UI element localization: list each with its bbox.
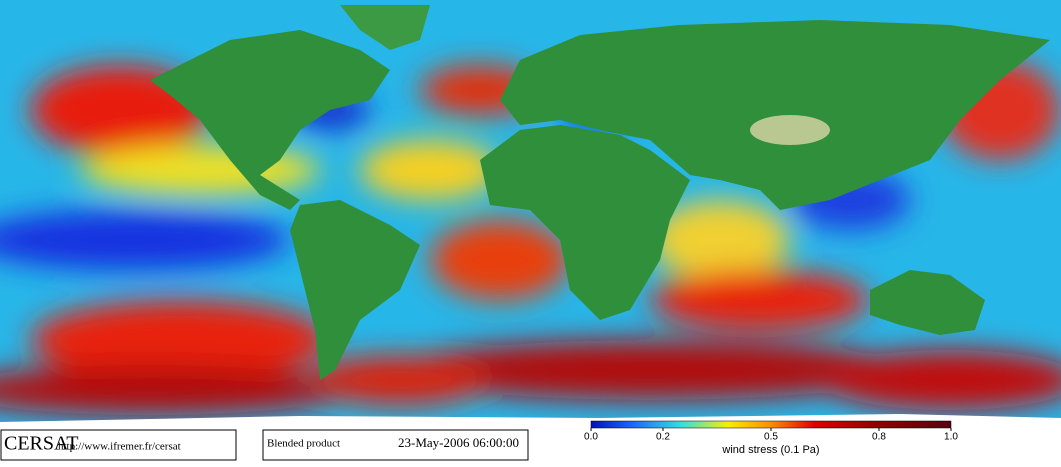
greenland: [340, 5, 430, 50]
colorbar-tick-label: 1.0: [944, 432, 958, 443]
colorbar-tick-label: 0.0: [584, 432, 598, 443]
tibet: [750, 115, 830, 145]
colorbar-tick-label: 0.2: [656, 432, 670, 443]
north-america: [150, 30, 390, 210]
product: Blended product: [267, 438, 340, 450]
colorbar-label: wind stress (0.1 Pa): [721, 444, 819, 456]
eurasia: [500, 20, 1050, 210]
product-box: [262, 429, 529, 461]
australia: [870, 270, 985, 335]
colorbar: [590, 420, 952, 429]
colorbar-tick-label: 0.5: [764, 432, 778, 443]
ocean: [0, 0, 1061, 428]
colorbar-tick-label: 0.8: [872, 432, 886, 443]
africa: [480, 125, 690, 320]
footer-box: [0, 429, 237, 461]
url: http://www.ifremer.fr/cersat: [58, 441, 181, 453]
south-america: [290, 200, 420, 380]
logo: CERSAT: [4, 433, 78, 455]
date: 23-May-2006 06:00:00: [398, 435, 519, 450]
